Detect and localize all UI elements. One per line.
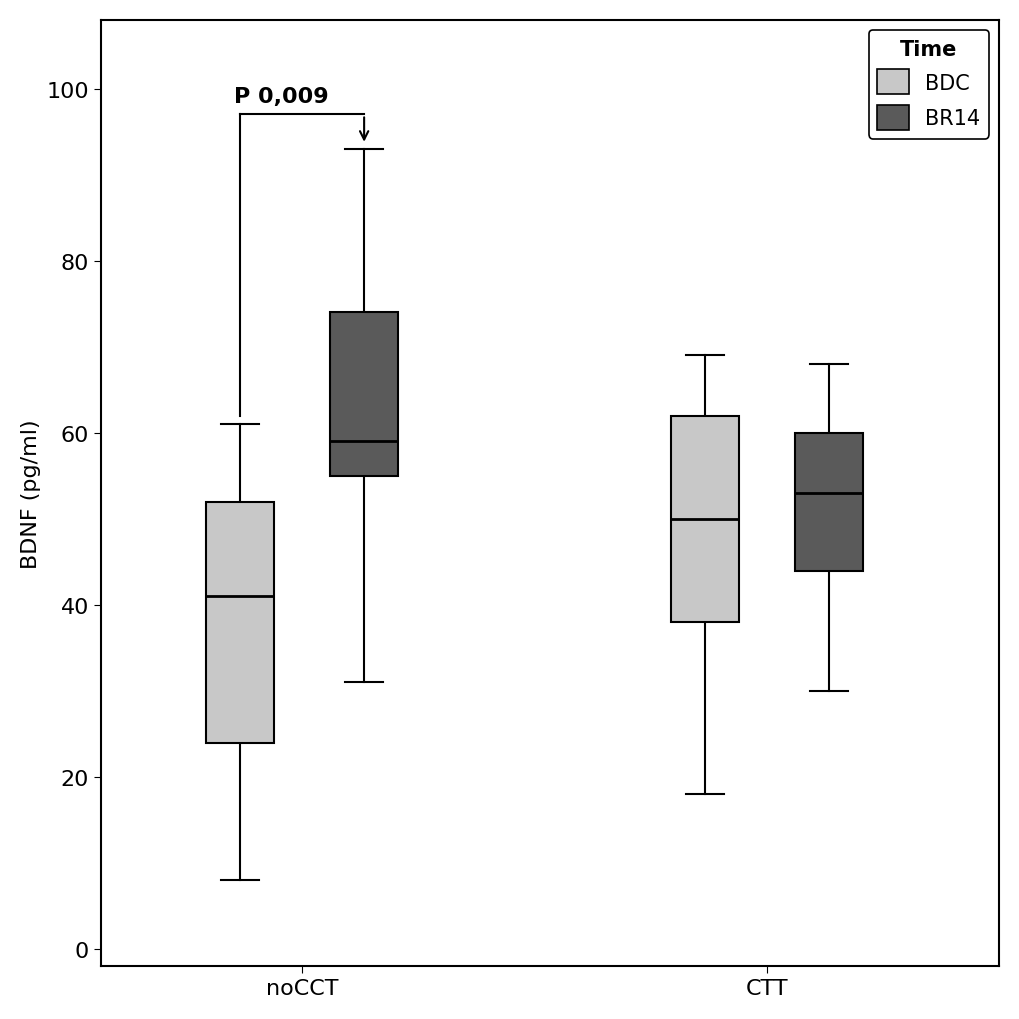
Y-axis label: BDNF (pg/ml): BDNF (pg/ml) [20, 419, 41, 569]
Legend: BDC, BR14: BDC, BR14 [868, 32, 987, 140]
Bar [330, 313, 397, 477]
Bar [794, 433, 862, 571]
Bar [206, 502, 274, 743]
Bar [671, 416, 738, 623]
Text: P 0,009: P 0,009 [233, 87, 328, 107]
